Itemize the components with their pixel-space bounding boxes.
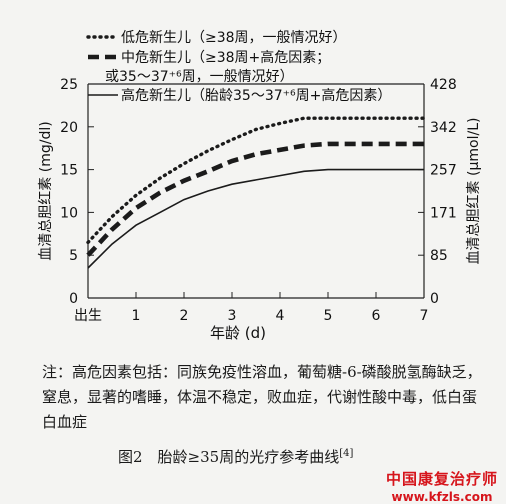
legend-label: 低危新生儿（≥38周，一般情况好）	[121, 30, 347, 46]
figure-caption: 图2 胎龄≥35周的光疗参考曲线[4]	[118, 448, 354, 466]
y-right-tick-label: 428	[430, 77, 457, 93]
y-right-tick-label: 85	[430, 248, 448, 264]
y-left-tick-label: 25	[60, 77, 78, 93]
y-left-tick-label: 20	[60, 120, 78, 136]
x-tick-label: 5	[324, 308, 333, 324]
x-tick-label: 3	[228, 308, 237, 324]
y-right-axis-label: 血清总胆红素 (μmol/L)	[466, 118, 482, 265]
x-tick-label: 4	[276, 308, 285, 324]
x-tick-label: 6	[372, 308, 381, 324]
x-tick-label: 7	[420, 308, 429, 324]
y-right-tick-label: 342	[430, 120, 457, 136]
y-left-axis-label: 血清总胆红素 (mg/dl)	[38, 121, 54, 260]
x-tick-label: 1	[132, 308, 141, 324]
y-right-tick-label: 257	[430, 163, 457, 179]
y-right-tick-label: 0	[430, 291, 439, 307]
series-line-dotted	[86, 116, 426, 245]
y-left-tick-label: 0	[69, 291, 78, 307]
phototherapy-chart: 0 5 10 15 20 25 0 85 171 257 342 428 出生 1 2 3 4 5 6 7 年龄 (d)…	[38, 30, 482, 342]
y-left-tick-label: 15	[60, 163, 78, 179]
x-tick-label: 2	[180, 308, 189, 324]
legend-label: 高危新生儿（胎龄35～37⁺⁶周+高危因素）	[121, 87, 391, 104]
series-line-dashed	[86, 141, 424, 257]
x-tick-label: 出生	[74, 308, 102, 324]
y-right-tick-label: 171	[430, 205, 457, 221]
watermark-logo: 中国康复治疗师 www.kfzls.com	[385, 470, 498, 504]
x-axis-label: 年龄 (d)	[210, 324, 266, 342]
y-left-tick-label: 10	[60, 205, 78, 221]
legend-label: 中危新生儿（≥38周+高危因素；	[121, 49, 330, 66]
figure-note: 注：高危因素包括：同族免疫性溶血，葡萄糖-6-磷酸脱氢酶缺乏，窒息，显著的嗜睡，…	[42, 363, 482, 431]
legend-label: 或35～37⁺⁶周，一般情况好）	[105, 69, 294, 85]
series-line-solid	[87, 168, 424, 269]
y-left-tick-label: 5	[69, 248, 78, 264]
